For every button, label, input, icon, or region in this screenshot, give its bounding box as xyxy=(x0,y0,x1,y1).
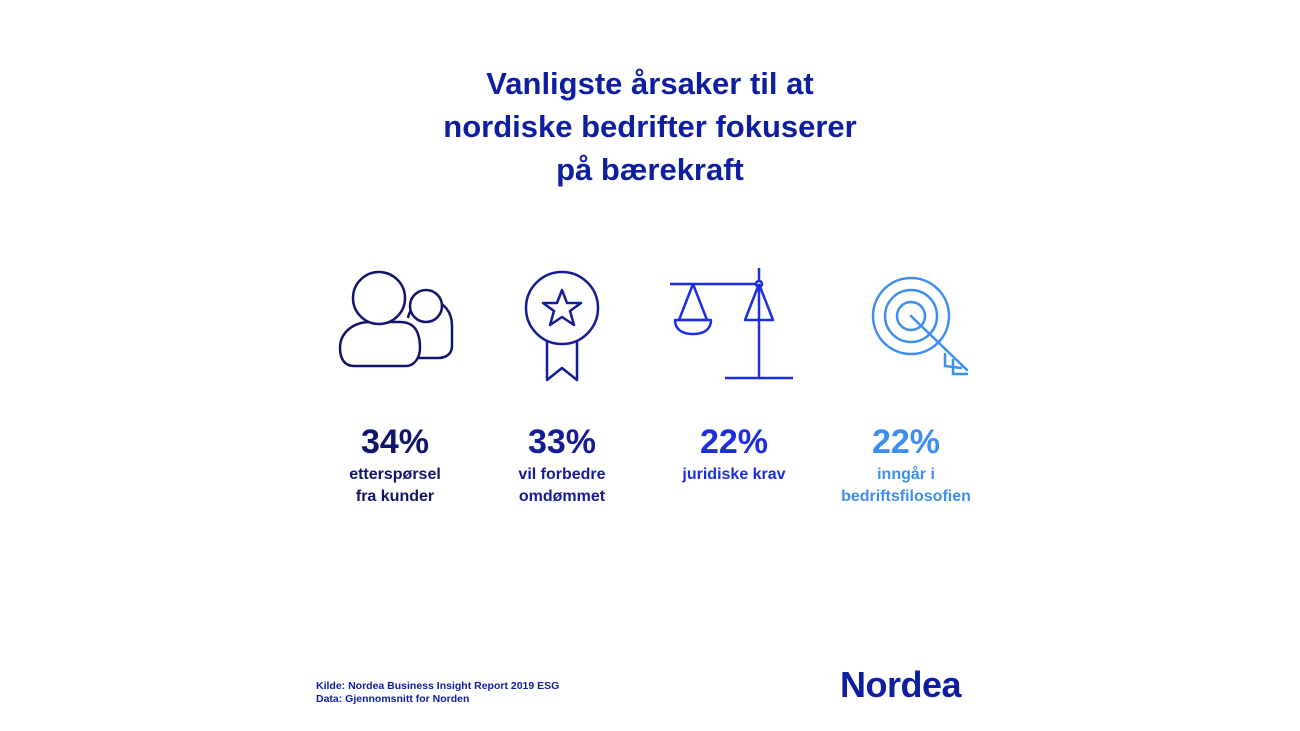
people-icon xyxy=(338,270,454,368)
stat-label-line: inngår i xyxy=(877,466,935,483)
source-note: Kilde: Nordea Business Insight Report 20… xyxy=(316,680,559,706)
stat-label-line: bedriftsfilosofien xyxy=(841,488,971,505)
stat-item-customer-demand: 34% etterspørsel fra kunder xyxy=(305,262,485,508)
stat-item-legal: 22% juridiske krav xyxy=(644,262,824,486)
stat-label: vil forbedre omdømmet xyxy=(472,464,652,508)
title-line-3: på bærekraft xyxy=(556,152,744,187)
stat-label-line: vil forbedre xyxy=(518,466,606,483)
award-star-icon xyxy=(524,270,600,382)
stat-value: 22% xyxy=(871,423,941,461)
stat-label: etterspørsel fra kunder xyxy=(305,464,485,508)
stat-item-philosophy: 22% inngår i bedriftsfilosofien xyxy=(816,262,996,508)
stat-label-line: etterspørsel xyxy=(349,466,441,483)
nordea-logo: Nordea xyxy=(840,664,962,705)
data-line: Data: Gjennomsnitt for Norden xyxy=(316,693,470,705)
target-arrow-icon xyxy=(871,276,969,376)
chart-title: Vanligste årsaker til at nordiske bedrif… xyxy=(0,62,1300,191)
stat-item-reputation: 33% vil forbedre omdømmet xyxy=(472,262,652,508)
source-line: Kilde: Nordea Business Insight Report 20… xyxy=(316,680,560,692)
stat-label-line: omdømmet xyxy=(518,488,606,505)
stat-value: 34% xyxy=(360,423,430,461)
stat-label-line: fra kunder xyxy=(355,488,435,505)
scales-icon xyxy=(670,268,793,380)
stat-label: inngår i bedriftsfilosofien xyxy=(816,464,996,508)
stat-value: 22% xyxy=(699,423,769,461)
title-line-2: nordiske bedrifter fokuserer xyxy=(443,109,857,144)
stat-value: 33% xyxy=(527,423,597,461)
stat-label-line: juridiske krav xyxy=(682,466,786,483)
title-line-1: Vanligste årsaker til at xyxy=(486,66,814,101)
stat-label: juridiske krav xyxy=(644,464,824,486)
